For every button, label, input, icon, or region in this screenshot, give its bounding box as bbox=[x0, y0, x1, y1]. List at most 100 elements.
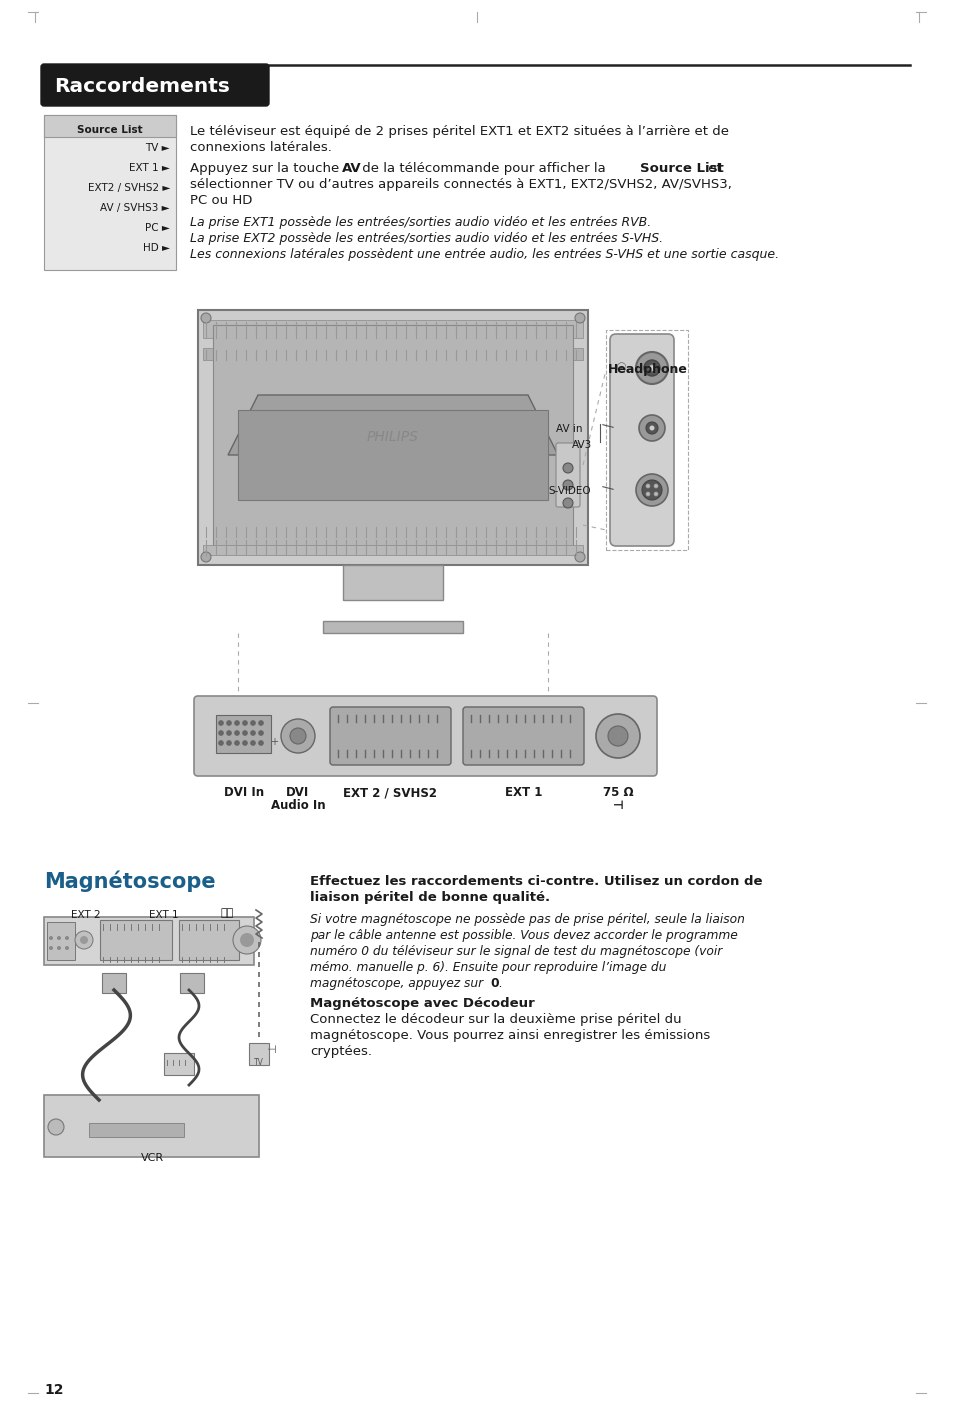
Circle shape bbox=[57, 946, 61, 950]
Text: Appuyez sur la touche: Appuyez sur la touche bbox=[190, 162, 343, 176]
Circle shape bbox=[562, 464, 573, 473]
Text: TV ►: TV ► bbox=[145, 143, 170, 153]
FancyBboxPatch shape bbox=[323, 621, 462, 634]
Circle shape bbox=[234, 740, 239, 746]
Text: EXT2 / SVHS2 ►: EXT2 / SVHS2 ► bbox=[88, 183, 170, 192]
Circle shape bbox=[75, 932, 92, 948]
Bar bbox=[198, 311, 587, 565]
Circle shape bbox=[242, 740, 247, 746]
FancyBboxPatch shape bbox=[462, 707, 583, 764]
Circle shape bbox=[234, 721, 239, 725]
Circle shape bbox=[242, 721, 247, 725]
Text: EXT 1: EXT 1 bbox=[504, 785, 541, 799]
Text: sélectionner TV ou d’autres appareils connectés à EXT1, EXT2/SVHS2, AV/SVHS3,: sélectionner TV ou d’autres appareils co… bbox=[190, 178, 731, 191]
Circle shape bbox=[48, 1118, 64, 1135]
Circle shape bbox=[57, 936, 61, 940]
FancyBboxPatch shape bbox=[41, 65, 269, 105]
Text: ⎯⎯: ⎯⎯ bbox=[220, 908, 233, 917]
Text: Le téléviseur est équipé de 2 prises péritel EXT1 et EXT2 situées à l’arrière et: Le téléviseur est équipé de 2 prises pér… bbox=[190, 125, 728, 138]
Text: DVI: DVI bbox=[286, 785, 310, 799]
Circle shape bbox=[251, 721, 255, 725]
Text: Source List: Source List bbox=[639, 162, 723, 176]
Text: magnétoscope, appuyez sur: magnétoscope, appuyez sur bbox=[310, 976, 486, 991]
Text: 0: 0 bbox=[490, 976, 498, 991]
Circle shape bbox=[258, 721, 263, 725]
Text: EXT 2 / SVHS2: EXT 2 / SVHS2 bbox=[343, 785, 437, 799]
Text: ⊣: ⊣ bbox=[266, 1045, 275, 1055]
Circle shape bbox=[218, 740, 223, 746]
Circle shape bbox=[201, 313, 211, 323]
Text: TV: TV bbox=[253, 1058, 264, 1066]
Circle shape bbox=[649, 426, 654, 430]
Circle shape bbox=[49, 936, 53, 940]
Circle shape bbox=[49, 946, 53, 950]
FancyBboxPatch shape bbox=[609, 334, 673, 547]
Text: La prise EXT1 possède les entrées/sorties audio vidéo et les entrées RVB.: La prise EXT1 possède les entrées/sortie… bbox=[190, 216, 651, 229]
Bar bbox=[213, 325, 573, 549]
Circle shape bbox=[65, 936, 69, 940]
Circle shape bbox=[607, 726, 627, 746]
Circle shape bbox=[654, 483, 658, 488]
Text: de la télécommande pour afficher la: de la télécommande pour afficher la bbox=[357, 162, 609, 176]
Circle shape bbox=[290, 728, 306, 745]
Circle shape bbox=[226, 721, 232, 725]
Text: .: . bbox=[497, 976, 501, 991]
Text: AV in: AV in bbox=[556, 424, 582, 434]
Bar bbox=[44, 917, 253, 965]
Text: magnétoscope. Vous pourrez ainsi enregistrer les émissions: magnétoscope. Vous pourrez ainsi enregis… bbox=[310, 1028, 709, 1043]
Circle shape bbox=[201, 552, 211, 562]
Bar bbox=[47, 922, 75, 960]
Text: AV: AV bbox=[341, 162, 361, 176]
Text: PC ou HD: PC ou HD bbox=[190, 194, 253, 207]
Circle shape bbox=[639, 414, 664, 441]
Bar bbox=[44, 115, 175, 270]
Circle shape bbox=[218, 721, 223, 725]
Text: liaison péritel de bonne qualité.: liaison péritel de bonne qualité. bbox=[310, 891, 550, 903]
Circle shape bbox=[80, 936, 88, 944]
Bar bbox=[44, 1094, 258, 1156]
Circle shape bbox=[645, 422, 658, 434]
Bar bbox=[164, 1052, 193, 1075]
Text: ⊣: ⊣ bbox=[612, 799, 622, 812]
Circle shape bbox=[258, 740, 263, 746]
FancyBboxPatch shape bbox=[330, 707, 451, 764]
Text: numéro 0 du téléviseur sur le signal de test du magnétoscope (voir: numéro 0 du téléviseur sur le signal de … bbox=[310, 946, 721, 958]
Text: DVI In: DVI In bbox=[224, 785, 264, 799]
Bar bbox=[203, 348, 582, 360]
Text: Headphone: Headphone bbox=[607, 362, 687, 377]
Text: Connectez le décodeur sur la deuxième prise péritel du: Connectez le décodeur sur la deuxième pr… bbox=[310, 1013, 680, 1026]
Text: EXT 1: EXT 1 bbox=[149, 910, 178, 920]
Text: Audio In: Audio In bbox=[271, 799, 325, 812]
Text: 75 Ω: 75 Ω bbox=[602, 785, 633, 799]
Circle shape bbox=[645, 492, 649, 496]
Text: PC ►: PC ► bbox=[145, 223, 170, 233]
Circle shape bbox=[562, 497, 573, 509]
Circle shape bbox=[251, 740, 255, 746]
Circle shape bbox=[648, 365, 655, 371]
Bar bbox=[44, 115, 175, 138]
Text: et: et bbox=[703, 162, 721, 176]
Circle shape bbox=[641, 481, 661, 500]
Text: 12: 12 bbox=[44, 1383, 64, 1397]
Text: EXT 2: EXT 2 bbox=[71, 910, 101, 920]
Text: par le câble antenne est possible. Vous devez accorder le programme: par le câble antenne est possible. Vous … bbox=[310, 929, 737, 941]
Circle shape bbox=[575, 552, 584, 562]
FancyBboxPatch shape bbox=[343, 565, 442, 600]
Circle shape bbox=[226, 740, 232, 746]
FancyBboxPatch shape bbox=[193, 695, 657, 776]
Text: Effectuez les raccordements ci-contre. Utilisez un cordon de: Effectuez les raccordements ci-contre. U… bbox=[310, 875, 761, 888]
Circle shape bbox=[636, 353, 667, 384]
Text: Si votre magnétoscope ne possède pas de prise péritel, seule la liaison: Si votre magnétoscope ne possède pas de … bbox=[310, 913, 744, 926]
Polygon shape bbox=[228, 395, 558, 455]
Circle shape bbox=[281, 719, 314, 753]
Text: Source List: Source List bbox=[77, 125, 143, 135]
Text: HD ►: HD ► bbox=[143, 243, 170, 253]
Bar bbox=[215, 715, 271, 753]
Circle shape bbox=[596, 714, 639, 759]
FancyBboxPatch shape bbox=[556, 443, 579, 507]
Circle shape bbox=[218, 731, 223, 735]
Bar bbox=[237, 410, 547, 500]
Circle shape bbox=[242, 731, 247, 735]
Circle shape bbox=[636, 473, 667, 506]
Circle shape bbox=[562, 481, 573, 490]
